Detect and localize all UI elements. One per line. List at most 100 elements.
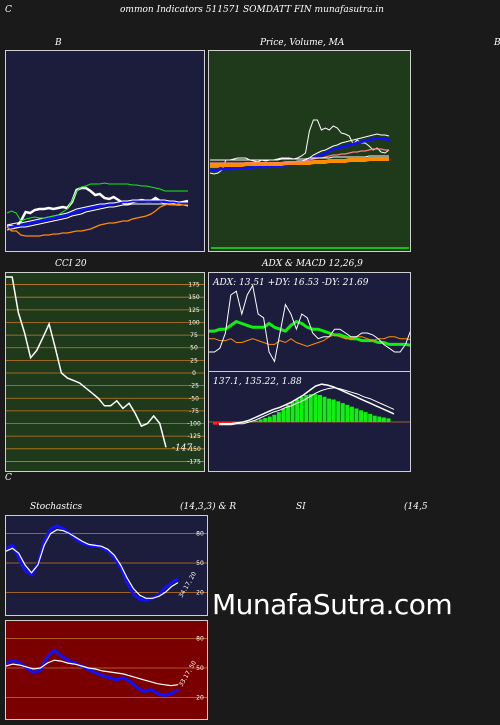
macd-line: [219, 383, 395, 425]
cci-tick-label: 175: [188, 282, 200, 289]
macd-histogram-bar: [286, 404, 291, 422]
bollinger-mid-line: [6, 199, 188, 230]
stochastics-panel: 80 50 20 34.17, 20: [5, 515, 208, 616]
macd-readout-label: 137.1, 135.22, 1.88: [213, 377, 302, 387]
macd-histogram-bar: [377, 416, 382, 422]
adx-line: [209, 319, 410, 347]
macd-histogram-bar: [295, 399, 300, 422]
macd-histogram-bar: [281, 408, 286, 422]
footer-letter: C: [5, 473, 12, 483]
macd-histogram-bar: [386, 418, 391, 422]
ma-orange-line: [210, 157, 389, 167]
macd-chart: 137.1, 135.22, 1.88: [209, 377, 410, 426]
macd-histogram-bar: [308, 394, 313, 422]
watermark-logo: MunafaSutra.com: [212, 588, 453, 621]
macd-histogram-bar: [290, 402, 295, 422]
adx-readout-label: ADX: 13.51 +DY: 16.53 -DY: 21.69: [212, 278, 369, 288]
cci-chart: 175 150 125 100 75 50 25 0 -25 -50 -75 -100 -125 -150…: [6, 276, 204, 465]
macd-histogram-bar: [258, 419, 263, 422]
cci-tick-label: -125: [187, 433, 201, 440]
cci-tick-label: 25: [190, 357, 198, 364]
minus-di-line: [209, 284, 410, 363]
macd-histogram-bar: [263, 417, 268, 422]
macd-histogram-bar: [244, 421, 249, 423]
macd-histogram-bar: [317, 395, 322, 422]
cci-tick-label: 50: [190, 345, 198, 352]
cci-tick-label: -50: [189, 395, 199, 402]
macd-histogram-bar: [231, 422, 236, 423]
rsi-chart: 80 50 20 33.17, 50: [6, 636, 207, 701]
macd-histogram-bar: [349, 406, 354, 422]
rsi-line: [6, 648, 179, 697]
rsi-tick-label: 50: [196, 665, 204, 672]
price-panel: [208, 50, 411, 252]
cci-tick-label: -25: [189, 383, 199, 390]
rsi-panel: 80 50 20 33.17, 50: [5, 620, 208, 720]
macd-histogram-bar: [254, 420, 259, 422]
stoch-d-line: [6, 529, 179, 599]
macd-histogram-bar: [222, 422, 227, 424]
macd-histogram-bar: [299, 396, 304, 422]
right-clipped-label: B: [494, 38, 500, 48]
cci-last-value-label: -147: [172, 443, 192, 453]
macd-histogram-bar: [363, 412, 368, 422]
stoch-last-value-label: 34.17, 20: [178, 571, 198, 599]
macd-histogram-bar: [322, 396, 327, 422]
cci-tick-label: -150: [187, 446, 201, 453]
macd-histogram-bar: [276, 412, 281, 422]
cci-tick-label: -100: [187, 421, 201, 428]
macd-histogram-bar: [267, 416, 272, 422]
stoch-tick-label: 20: [196, 589, 204, 596]
bollinger-lower-line: [6, 203, 188, 237]
adx-panel: ADX: 13.51 +DY: 16.53 -DY: 21.69: [208, 272, 411, 372]
cci-tick-label: 75: [190, 332, 198, 339]
macd-histogram-bar: [226, 422, 231, 424]
cci-tick-label: 125: [188, 307, 200, 314]
macd-histogram-bar: [327, 398, 332, 422]
ma-long-line: [210, 155, 389, 161]
rsi-params-label: (14,5: [404, 502, 428, 512]
macd-histogram-bar: [340, 403, 345, 422]
macd-histogram-bar: [313, 394, 318, 422]
bollinger-band-outer: [6, 203, 189, 231]
macd-histogram-bar: [304, 395, 309, 422]
header-left-letter: C: [5, 5, 12, 15]
macd-histogram-bar: [368, 413, 373, 422]
rsi-ma-line: [6, 659, 179, 687]
cci-tick-label: -175: [187, 458, 201, 465]
adx-macd-panel-title: ADX & MACD 12,26,9: [262, 259, 363, 269]
macd-histogram-bar: [336, 401, 341, 422]
cci-tick-label: 100: [188, 319, 200, 326]
macd-histogram-bar: [272, 414, 277, 422]
price-chart: [209, 119, 409, 249]
macd-histogram-bar: [359, 410, 364, 422]
rsi-tick-label: 80: [196, 636, 204, 643]
cci-line: [6, 276, 167, 448]
cci-panel-title: CCI 20: [55, 259, 87, 269]
macd-histogram-bar: [331, 399, 336, 422]
bollinger-chart: [6, 182, 189, 237]
rsi-panel-title: SI: [296, 502, 306, 512]
stoch-params-label: (14,3,3) & R: [180, 502, 237, 512]
plus-di-line: [209, 334, 410, 347]
adx-chart: ADX: 13.51 +DY: 16.53 -DY: 21.69: [209, 278, 410, 363]
stoch-panel-title: Stochastics: [30, 502, 83, 512]
stoch-tick-label: 80: [196, 531, 204, 538]
macd-histogram-bar: [213, 422, 217, 425]
rsi-tick-label: 20: [196, 694, 204, 701]
bollinger-panel: [5, 50, 205, 252]
macd-panel: 137.1, 135.22, 1.88: [208, 371, 411, 472]
macd-histogram-bar: [354, 408, 359, 422]
cci-tick-label: -75: [189, 408, 199, 415]
b-panel-title: B: [55, 38, 62, 48]
cci-tick-label: 0: [192, 370, 196, 377]
cci-tick-label: 150: [188, 294, 200, 301]
ma-pink-line: [210, 148, 389, 164]
macd-signal-line: [219, 387, 395, 426]
macd-histogram-bar: [345, 404, 350, 422]
rsi-last-value-label: 33.17, 50: [178, 660, 198, 688]
price-panel-title: Price, Volume, MA: [260, 38, 345, 48]
bollinger-band-inner: [6, 199, 188, 226]
bollinger-upper-line: [6, 182, 188, 222]
